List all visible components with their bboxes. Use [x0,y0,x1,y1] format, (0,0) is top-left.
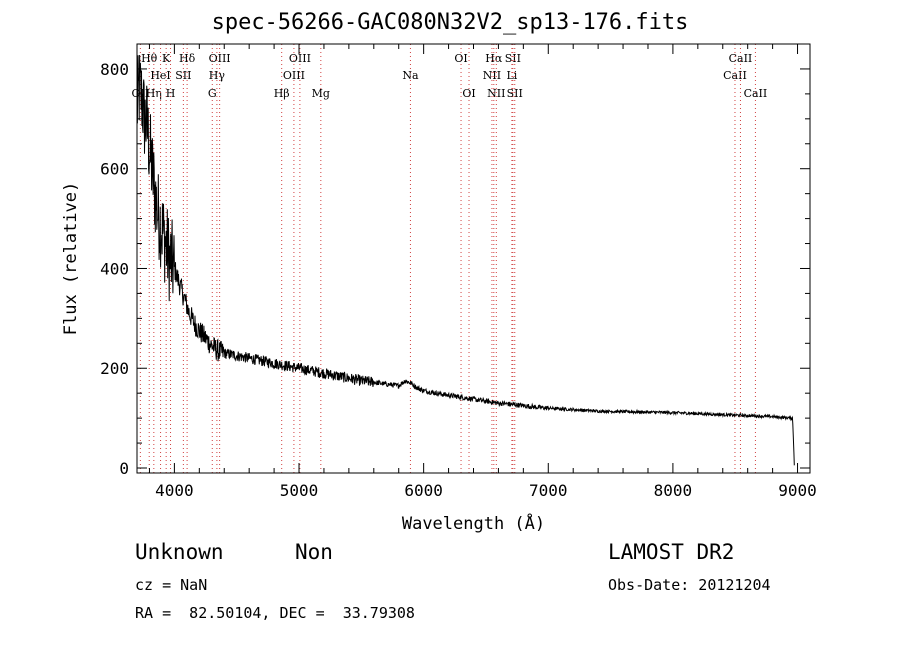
y-tick-label: 600 [100,160,129,179]
spectral-line-label: Mg [312,87,330,100]
spectral-line-label: OI [462,87,475,100]
ra-dec-coordinates: RA = 82.50104, DEC = 33.79308 [135,604,415,622]
spectral-line-markers: OIIHθHηHeIKHSIIHδGHγOIIIHβOIIIOIIIMgNaOI… [132,44,768,473]
object-class: Unknown [135,540,224,564]
x-tick-label: 5000 [280,481,319,500]
plot-frame [136,43,811,474]
spectral-line-label: Li [506,69,517,82]
axes: 4000 5000 6000 7000 8000 9000 0 200 400 600 800 Wav… [61,43,817,534]
y-tick-label: 0 [119,459,129,478]
spectral-line-label: CaII [744,87,768,100]
x-tick-label: 7000 [529,481,568,500]
spectral-line-label: SII [505,52,521,65]
y-tick-label: 200 [100,359,129,378]
object-subclass: Non [295,540,333,564]
survey-label: LAMOST DR2 [608,540,735,564]
spectral-line-label: Na [402,69,419,82]
spectral-line-label: OIII [289,52,311,65]
spectral-line-label: NII [487,87,505,100]
spectral-line-label: CaII [723,69,747,82]
x-axis-label: Wavelength (Å) [402,512,545,534]
spectral-line-label: Hδ [179,52,196,65]
redshift-cz: cz = NaN [135,576,208,594]
spectral-line-label: Hα [485,52,503,65]
obs-date: Obs-Date: 20121204 [608,576,771,594]
spectral-line-label: K [162,52,171,65]
x-tick-label: 4000 [155,481,194,500]
spectral-line-label: Hγ [209,69,226,82]
spectral-line-label: H [166,87,176,100]
spectrum-line [136,54,795,466]
spectral-line-label: SII [507,87,523,100]
spectral-line-label: Hθ [141,52,158,65]
x-tick-label: 9000 [778,481,817,500]
spectral-line-label: Hη [146,87,162,100]
y-tick-label: 800 [100,60,129,79]
chart-title: spec-56266-GAC080N32V2_sp13-176.fits [211,10,689,35]
spectral-line-label: OI [454,52,467,65]
x-tick-label: 6000 [404,481,443,500]
spectral-line-label: Hβ [274,87,290,100]
spectrum-series [136,54,795,466]
spectral-line-label: NII [483,69,501,82]
y-tick-label: 400 [100,259,129,278]
spectral-line-label: G [208,87,217,100]
x-tick-label: 8000 [654,481,693,500]
spectral-line-label: SII [175,69,191,82]
spectral-line-label: OIII [209,52,231,65]
y-axis-label: Flux (relative) [61,182,81,336]
spectral-line-label: OIII [283,69,305,82]
spectral-line-label: HeI [150,69,170,82]
spectral-line-label: CaII [729,52,753,65]
